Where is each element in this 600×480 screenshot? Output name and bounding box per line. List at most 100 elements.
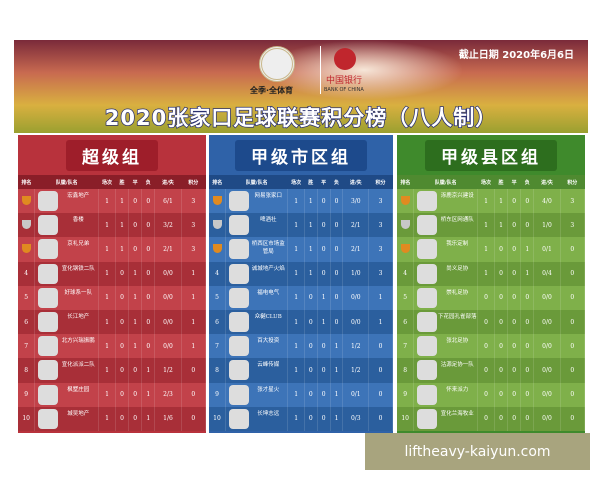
stat: 1 [477,189,495,214]
table-row[interactable]: 6 长江地产 1 0 1 0 0/0 1 [18,309,207,335]
banner: 全季·全体育 中国银行 BANK OF CHINA 截止日期 2020年6月6日… [14,40,588,133]
stat: 0/0 [154,285,182,310]
standings-panel: 甲级市区组 排名 队徽/队名 场次胜平负进/失 积分 网易张家口 1 1 0 0 3/0 3 啤酒社 1… [209,135,393,433]
stat: 0 [304,358,318,383]
table-row[interactable]: 10 城吴地产 1 0 0 1 1/6 0 [18,406,207,431]
team-name: 城吴地产 [67,410,90,417]
team-name: 福电电气 [257,289,280,296]
column-header: 负 [333,179,339,186]
team-name: 京礼兄弟 [67,241,90,248]
table-row[interactable]: 5 好球系一队 1 0 1 0 0/0 1 [18,285,207,310]
team-name: 好球系一队 [64,289,92,296]
table-row[interactable]: 7 北方兴瑞振鹏 1 0 1 0 0/0 1 [18,334,207,359]
standings-panel: 超级组 排名 队徽/队名 场次胜平负进/失 积分 宏鑫地产 1 1 0 0 6/1 3 香楼 1 1 0 0 3… [18,135,207,433]
stat: 1 [98,382,116,407]
table-row[interactable]: 9 枫墅庄园 1 0 0 1 2/3 0 [18,382,207,407]
stat: 3 [560,189,586,214]
stat: 0 [368,334,393,359]
table-row[interactable]: 我乐定制 1 0 0 1 0/1 0 [397,237,586,262]
team-name: 张才星火 [257,386,280,393]
table-row[interactable]: 5 崇礼足协 0 0 0 0 0/0 0 [397,285,586,310]
stat: 0 [477,406,495,431]
column-header: 进/失 [349,179,362,186]
table-row[interactable]: 桥东区网通队 1 1 0 0 1/0 3 [397,213,586,238]
stat: 0 [128,382,143,407]
stat: 0 [115,285,130,310]
stat: 1 [98,237,116,262]
stat: 1 [98,261,116,286]
stat: 1 [287,237,305,262]
stat: 1 [181,261,207,286]
rank: 7 [397,334,415,359]
standings-table: 排名 队徽/队名 场次胜平负进/失 积分 网易张家口 1 1 0 0 3/0 3 啤酒社 1 1 0 0 2/1… [209,175,393,431]
column-header: 队徽/队名 [434,179,457,186]
stat: 0 [477,309,495,335]
team-name: 网易张家口 [254,193,282,200]
stat: 0 [368,406,393,431]
stat: 3 [181,213,207,238]
stat: 0 [507,261,522,286]
stat: 3/0 [342,189,370,214]
bank-name-en: BANK OF CHINA [324,87,364,93]
table-row[interactable]: 9 怀来派力 0 0 0 0 0/0 0 [397,382,586,407]
table-row[interactable]: 桥西区市场监管局 1 1 0 0 2/1 3 [209,237,393,262]
stat: 0 [128,237,143,262]
stat: 3 [181,189,207,214]
stat: 1 [115,237,130,262]
stat: 3 [368,261,393,286]
stat: 1 [98,189,116,214]
table-row[interactable]: 10 长坤志远 1 0 0 1 0/3 0 [209,406,393,431]
team-badge-icon [417,408,438,429]
rank: 6 [18,309,36,335]
stat: 1/0 [533,213,561,238]
team-badge-icon [229,336,249,357]
stat: 0/4 [533,261,561,286]
stat: 0 [317,334,331,359]
table-row[interactable]: 8 云峰传媒 1 0 0 1 1/2 0 [209,358,393,383]
column-header: 平 [511,179,517,186]
table-row[interactable]: 4 宣化钢铁二队 1 0 1 0 0/0 1 [18,261,207,286]
stat: 1 [98,213,116,238]
stat: 0 [115,334,130,359]
stat: 0 [494,382,509,407]
table-row[interactable]: 4 尚义足协 1 0 0 1 0/4 0 [397,261,586,286]
table-row[interactable]: 8 宣化派派二队 1 0 0 1 1/2 0 [18,358,207,383]
table-row[interactable]: 6 下花园孔雀部落 0 0 0 0 0/0 0 [397,309,586,335]
table-row[interactable]: 10 宣化兰海牧业 0 0 0 0 0/0 0 [397,406,586,431]
stat: 0 [494,358,509,383]
stat: 1 [115,213,130,238]
table-row[interactable]: 宏鑫地产 1 1 0 0 6/1 3 [18,189,207,214]
trophy-icon [21,195,31,205]
team-name: 长江地产 [67,314,90,321]
table-row[interactable]: 涿鹿京兴建设 1 1 0 0 4/0 3 [397,189,586,214]
stat: 0 [477,285,495,310]
stat: 0 [520,213,535,238]
column-header: 积分 [375,179,386,186]
watermark: liftheavy-kaiyun.com [365,433,590,470]
table-row[interactable]: 网易张家口 1 1 0 0 3/0 3 [209,189,393,214]
stat: 0 [128,213,143,238]
stat: 0 [368,382,393,407]
table-row[interactable]: 4 诚城地产火焰 1 1 0 0 1/0 3 [209,261,393,286]
team-badge-icon [229,384,249,405]
stat: 0 [520,382,535,407]
table-row[interactable]: 5 福电电气 1 0 1 0 0/0 1 [209,285,393,310]
table-row[interactable]: 7 百大投资 1 0 0 1 1/2 0 [209,334,393,359]
stat: 1 [317,285,331,310]
team-badge-icon [417,239,438,260]
column-header: 平 [132,179,138,186]
table-row[interactable]: 啤酒社 1 1 0 0 2/1 3 [209,213,393,238]
team-name: 啤酒社 [259,217,277,224]
table-row[interactable]: 8 沽源足协一队 0 0 0 0 0/0 0 [397,358,586,383]
group-header: 甲级县区组 [397,135,585,175]
table-row[interactable]: 京礼兄弟 1 1 0 0 2/1 3 [18,237,207,262]
stat: 0 [520,334,535,359]
table-row[interactable]: 7 张北足协 0 0 0 0 0/0 0 [397,334,586,359]
stat: 1 [141,406,156,431]
table-row[interactable]: 6 众樾CLUB 1 0 1 0 0/0 1 [209,309,393,335]
team-name: 众樾CLUB [254,314,282,321]
table-row[interactable]: 香楼 1 1 0 0 3/2 3 [18,213,207,238]
stat: 0 [368,358,393,383]
table-row[interactable]: 9 张才星火 1 0 0 1 0/1 0 [209,382,393,407]
stat: 0 [317,261,331,286]
